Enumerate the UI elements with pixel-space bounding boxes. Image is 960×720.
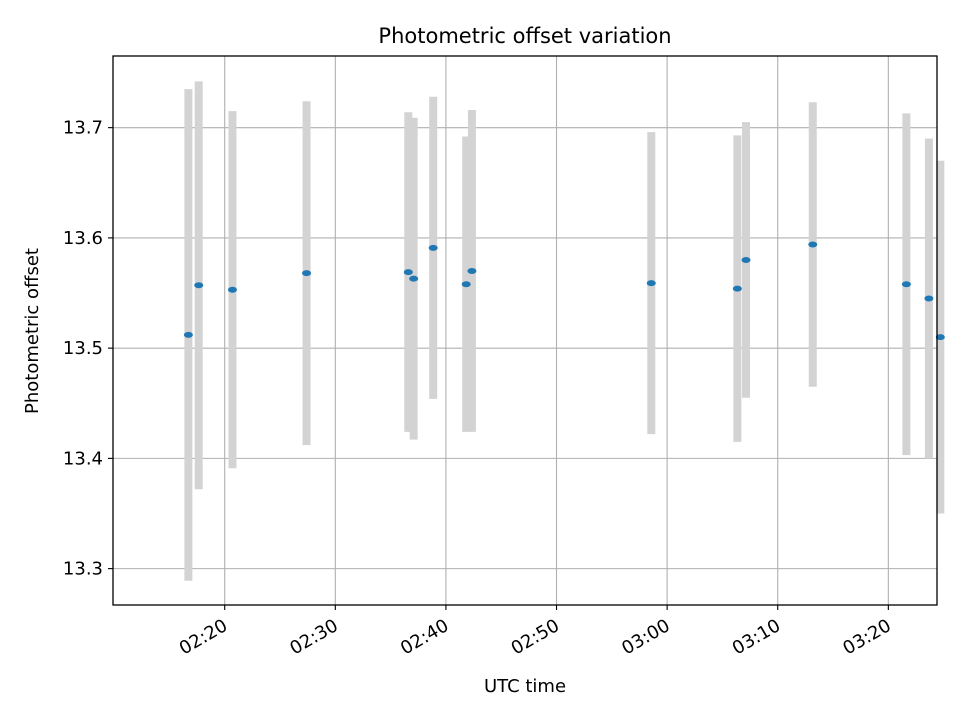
- data-point: [183, 331, 193, 338]
- data-point: [409, 275, 419, 282]
- data-point: [935, 334, 945, 341]
- data-point: [808, 241, 818, 248]
- data-point: [194, 282, 204, 289]
- data-points: [183, 241, 945, 341]
- data-point: [302, 270, 312, 277]
- grid: [113, 56, 937, 605]
- y-axis: 13.3 13.4 13.5 13.6 13.7: [63, 118, 113, 580]
- data-point: [732, 285, 742, 292]
- data-point: [403, 269, 413, 276]
- data-point: [227, 286, 237, 293]
- y-tick-label: 13.3: [63, 559, 103, 580]
- chart-title: Photometric offset variation: [378, 24, 671, 48]
- data-point: [901, 281, 911, 288]
- data-point: [428, 244, 438, 251]
- data-point: [467, 267, 477, 274]
- data-point: [461, 281, 471, 288]
- y-tick-label: 13.7: [63, 118, 103, 139]
- y-axis-title: Photometric offset: [22, 248, 43, 414]
- data-point: [741, 256, 751, 263]
- y-tick-label: 13.4: [63, 448, 103, 469]
- y-tick-label: 13.5: [63, 338, 103, 359]
- plot-area-frame: [112, 55, 938, 606]
- x-axis-title: UTC time: [484, 676, 566, 697]
- data-point: [646, 280, 656, 287]
- y-tick-label: 13.6: [63, 228, 103, 249]
- data-point: [924, 295, 934, 302]
